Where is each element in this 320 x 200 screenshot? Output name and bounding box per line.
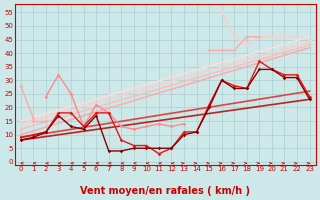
X-axis label: Vent moyen/en rafales ( km/h ): Vent moyen/en rafales ( km/h ) xyxy=(80,186,250,196)
